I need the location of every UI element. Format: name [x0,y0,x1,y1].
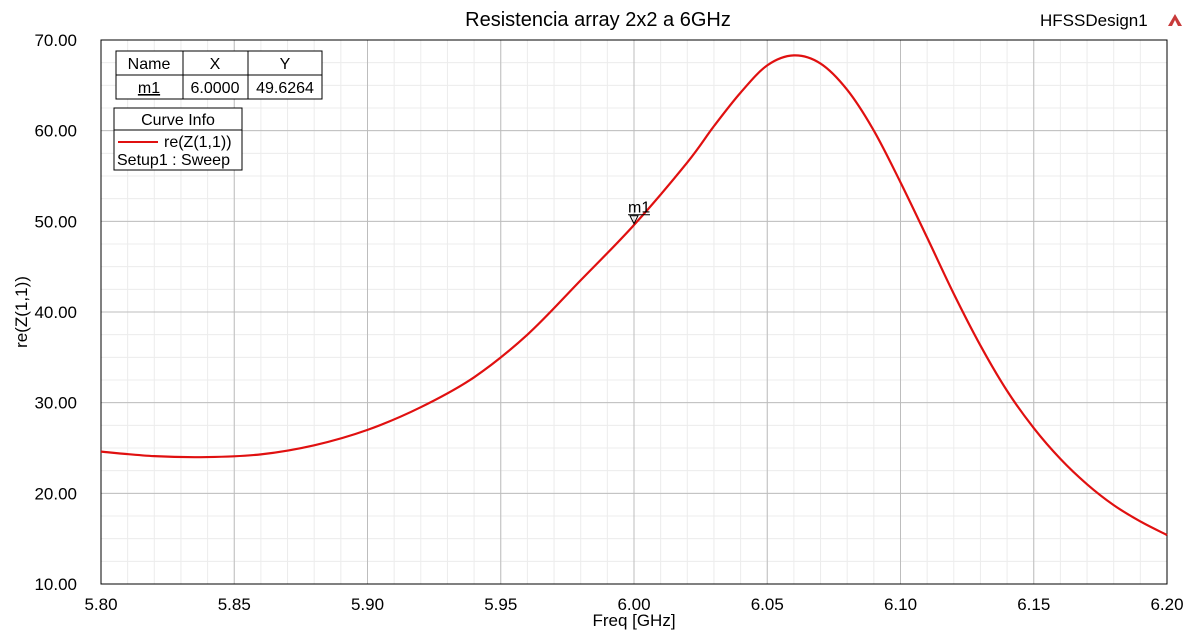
series-layer [100,54,1168,537]
marker-triangle [629,215,639,225]
marker-table-header-y: Y [280,56,291,73]
x-tick-label: 6.20 [1150,595,1183,614]
legend-setup: Setup1 : Sweep [117,152,230,169]
marker-table[interactable]: Name X Y m1 6.0000 49.6264 [115,50,323,100]
y-axis-label: re(Z(1,1)) [12,276,31,348]
marker-row-y: 49.6264 [256,80,314,97]
y-tick-label: 10.00 [34,575,77,594]
curve-info-title: Curve Info [141,112,215,129]
x-tick-label: 5.85 [218,595,251,614]
x-axis-label: Freq [GHz] [592,611,675,630]
x-tick-label: 6.10 [884,595,917,614]
grid [100,39,1168,585]
y-tick-label: 30.00 [34,394,77,413]
design-name: HFSSDesign1 [1040,11,1148,30]
y-tick-label: 50.00 [34,212,77,231]
marker-row-name[interactable]: m1 [138,80,160,97]
marker-table-header-name: Name [128,56,171,73]
marker-table-header-x: X [210,56,221,73]
curve-info-legend[interactable]: Curve Info re(Z(1,1)) Setup1 : Sweep [113,107,243,171]
x-tick-label: 5.95 [484,595,517,614]
x-tick-label: 6.00 [617,595,650,614]
plot-area [100,39,1168,585]
series-line [100,54,1168,537]
y-tick-label: 60.00 [34,122,77,141]
legend-series-name: re(Z(1,1)) [164,134,232,151]
marker-layer: m1 [628,200,650,225]
y-tick-label: 70.00 [34,31,77,50]
ansys-logo-icon [1168,14,1182,26]
x-tick-label: 6.05 [751,595,784,614]
marker-row-x: 6.0000 [191,80,240,97]
y-tick-label: 20.00 [34,484,77,503]
chart-title: Resistencia array 2x2 a 6GHz [465,9,731,31]
marker-label: m1 [628,200,650,217]
x-tick-labels: 5.80 5.85 5.90 5.95 6.00 6.05 6.10 6.15 6.20 [84,595,1183,614]
y-tick-labels: 10.00 20.00 30.00 40.00 50.00 60.00 70.00 [34,31,77,594]
x-tick-label: 5.80 [84,595,117,614]
y-tick-label: 40.00 [34,303,77,322]
x-tick-label: 5.90 [351,595,384,614]
x-tick-label: 6.15 [1017,595,1050,614]
